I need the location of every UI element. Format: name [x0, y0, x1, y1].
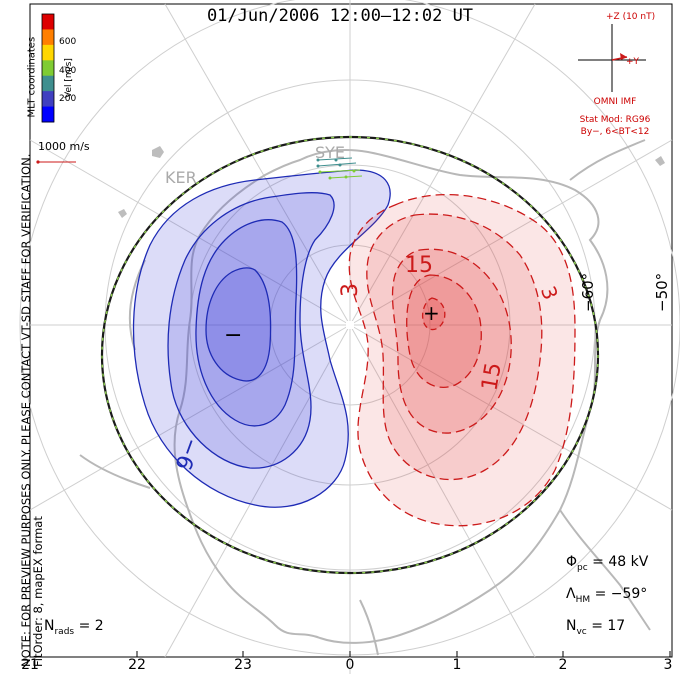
- stat-n-vc: Nvc = 17: [566, 618, 625, 637]
- pole-marker: [346, 321, 354, 329]
- neg-contour-4: [205, 267, 272, 382]
- colorbar-swatch: [42, 75, 54, 92]
- colorbar-swatch: [42, 60, 54, 77]
- stat-phi-pc-sub: pc: [577, 562, 588, 573]
- coast-islands: [118, 146, 665, 218]
- neg-contour-outer: [132, 169, 391, 508]
- negative-cell: [132, 169, 391, 508]
- scale-vector-origin: [36, 160, 40, 164]
- stat-model-name: Stat Mod: RG96: [579, 115, 651, 125]
- imf-source: OMNI IMF: [593, 97, 637, 107]
- mlt-tick-0: 0: [345, 657, 355, 673]
- hm-boundary-dash: [101, 136, 599, 574]
- plot-frame: [29, 3, 673, 658]
- mlt-tick-1: 1: [452, 657, 462, 673]
- station-sye: SYE: [315, 143, 345, 162]
- preview-note: NOTE: FOR PREVIEW PURPOSES ONLY. PLEASE …: [19, 27, 45, 667]
- max-potential-marker: +: [423, 301, 440, 325]
- stat-n-rads-sym: N: [44, 618, 55, 634]
- stat-phi-pc: Φpc = 48 kV: [566, 554, 648, 573]
- pos-contour-label-left: 3: [338, 283, 363, 297]
- colorbar-tick-200: 200: [59, 94, 77, 104]
- colorbar-swatch: [42, 14, 54, 30]
- stat-phi-pc-value: = 48 kV: [592, 554, 649, 570]
- imf-dial: [578, 24, 646, 92]
- stat-n-rads-value: = 2: [78, 618, 104, 634]
- pos-contour-4: [406, 274, 482, 388]
- velocity-colorbar: [41, 13, 55, 123]
- scale-label: 1000 m/s: [38, 140, 90, 153]
- stat-phi-pc-sym: Φ: [566, 554, 578, 570]
- mlt-tick-3: 3: [663, 657, 673, 673]
- pos-contour-label-mid: 15: [477, 361, 506, 393]
- station-ker: KER: [165, 168, 197, 187]
- colorbar-swatch: [42, 44, 54, 61]
- colorbar-title: Vel [m/s]: [64, 58, 74, 98]
- positive-cell: [348, 194, 576, 527]
- lat-label-50: −50°: [653, 273, 671, 312]
- stat-n-vc-sym: N: [566, 618, 577, 634]
- colorbar-tick-600: 600: [59, 37, 77, 47]
- stat-n-vc-sub: vc: [576, 626, 587, 637]
- stat-model-cond: By−, 6<BT<12: [580, 127, 650, 137]
- mlt-tick-22: 22: [128, 657, 146, 673]
- stat-n-vc-value: = 17: [591, 618, 626, 634]
- imf-y-label: +Y: [626, 57, 640, 67]
- stat-model: Stat Mod: RG96 By−, 6<BT<12: [555, 114, 675, 138]
- pos-contour-label-top: 15: [405, 253, 433, 278]
- stat-lambda-hm-sub: HM: [575, 594, 591, 605]
- mlt-tick-marks: [29, 651, 671, 657]
- mlt-tick-2: 2: [558, 657, 568, 673]
- pos-contour-outer: [348, 194, 576, 527]
- stat-lambda-hm-value: = −59°: [594, 586, 648, 602]
- pos-contour-3: [391, 248, 512, 434]
- imf-z-label: +Z (10 nT): [606, 12, 656, 22]
- lat-label-60: −60°: [579, 273, 597, 312]
- colorbar-border: [41, 13, 55, 123]
- colorbar-swatch: [42, 106, 54, 123]
- colorbar-tick-400: 400: [59, 66, 77, 76]
- colorbar-swatch: [42, 29, 54, 46]
- colorbar-swatch: [42, 91, 54, 108]
- mlt-tick-21: 21: [21, 657, 39, 673]
- stat-lambda-hm: ΛHM = −59°: [566, 586, 647, 605]
- map-title: 01/Jun/2006 12:00–12:02 UT: [206, 6, 474, 26]
- min-potential-marker: −: [224, 323, 242, 348]
- stat-lambda-hm-sym: Λ: [566, 586, 576, 602]
- mlt-tick-23: 23: [234, 657, 252, 673]
- pos-contour-5: [421, 297, 446, 331]
- stat-n-rads: Nrads = 2: [44, 618, 104, 637]
- neg-contour-3: [195, 219, 298, 427]
- preview-note-line2: FitOrder: 8, mapEX format: [31, 516, 45, 667]
- coords-label: MLT coordinates: [26, 36, 38, 118]
- mlt-grid: [29, 0, 673, 674]
- velocity-vectors: [316, 157, 363, 180]
- stat-n-rads-sub: rads: [54, 626, 75, 637]
- coastline: [79, 139, 651, 656]
